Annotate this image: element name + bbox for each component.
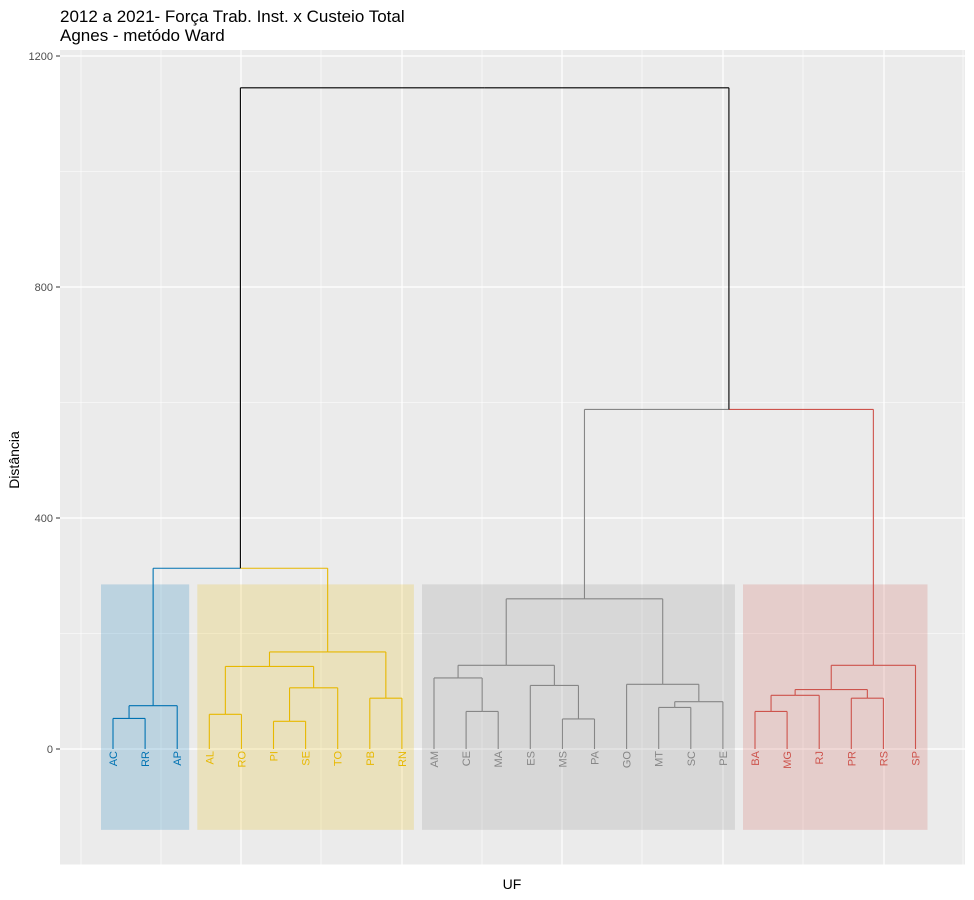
leaf-label: CE — [461, 751, 473, 766]
leaf-label: PR — [846, 751, 858, 766]
leaf-label: AP — [172, 751, 184, 766]
x-axis-title: UF — [503, 876, 522, 892]
leaf-label: PA — [590, 750, 602, 765]
y-tick-label: 800 — [35, 282, 53, 294]
cluster-rectangle — [101, 584, 190, 830]
leaf-label: AL — [204, 751, 216, 764]
leaf-label: SP — [911, 751, 923, 766]
leaf-label: RJ — [814, 751, 826, 764]
plot-panel — [60, 50, 965, 865]
leaf-labels: AC RR AP AL RO PI SE TO PB RN AM CE MA ES MS PA GO MT SC PE… — [108, 750, 923, 768]
y-axis: 0 400 800 1200 — [29, 51, 60, 756]
leaf-label: RN — [397, 751, 409, 767]
cluster-rectangles — [101, 584, 928, 830]
y-tick-label: 400 — [35, 513, 53, 525]
leaf-label: MG — [782, 751, 794, 769]
leaf-label: GO — [622, 751, 634, 769]
cluster-rectangle — [743, 584, 928, 830]
leaf-label: BA — [750, 750, 762, 765]
y-tick-label: 1200 — [29, 51, 53, 63]
leaf-label: SE — [301, 751, 313, 766]
cluster-rectangle — [197, 584, 414, 830]
chart-title: 2012 a 2021- Força Trab. Inst. x Custeio… — [60, 7, 405, 26]
y-tick-label: 0 — [47, 744, 53, 756]
leaf-label: MS — [557, 751, 569, 768]
dendrogram-links — [112, 87, 917, 749]
leaf-label: TO — [333, 751, 345, 767]
leaf-label: AM — [429, 751, 441, 768]
chart-subtitle: Agnes - metódo Ward — [60, 26, 225, 45]
leaf-label: RR — [140, 751, 152, 767]
y-axis-title: Distância — [6, 431, 22, 489]
leaf-label: PE — [718, 751, 730, 766]
leaf-label: AC — [108, 751, 120, 766]
leaf-label: PB — [365, 751, 377, 766]
leaf-label: PI — [269, 751, 281, 761]
leaf-label: RO — [236, 751, 248, 768]
leaf-label: MT — [654, 751, 666, 767]
leaf-label: SC — [686, 751, 698, 766]
leaf-label: MA — [493, 750, 505, 767]
leaf-label: ES — [525, 751, 537, 766]
leaf-label: RS — [878, 751, 890, 766]
